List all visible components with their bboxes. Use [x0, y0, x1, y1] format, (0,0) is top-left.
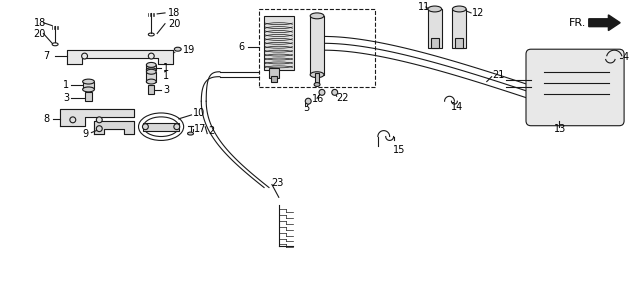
Ellipse shape: [147, 79, 156, 84]
Text: 3: 3: [63, 93, 69, 103]
Circle shape: [82, 53, 88, 59]
Text: 1: 1: [163, 63, 169, 73]
Polygon shape: [67, 50, 173, 64]
Bar: [269, 68, 279, 78]
Text: 6: 6: [239, 42, 244, 52]
Ellipse shape: [147, 63, 156, 67]
Text: 8: 8: [44, 114, 49, 124]
Text: 11: 11: [418, 2, 430, 12]
Circle shape: [70, 117, 76, 123]
Polygon shape: [60, 109, 134, 126]
Circle shape: [319, 90, 325, 95]
Text: 4: 4: [622, 52, 628, 62]
Ellipse shape: [452, 6, 466, 12]
Bar: [83, 82, 94, 90]
Ellipse shape: [428, 6, 442, 12]
Circle shape: [148, 53, 154, 59]
Ellipse shape: [188, 132, 193, 135]
Ellipse shape: [310, 72, 324, 78]
Bar: [310, 16, 324, 75]
Text: 7: 7: [44, 51, 50, 61]
Ellipse shape: [310, 13, 324, 19]
Text: 10: 10: [193, 108, 205, 118]
Text: 1: 1: [163, 71, 169, 81]
Text: 17: 17: [195, 124, 207, 134]
Text: 13: 13: [554, 124, 566, 134]
FancyBboxPatch shape: [526, 49, 624, 126]
Bar: [315, 73, 319, 84]
Bar: [147, 72, 156, 82]
Bar: [428, 9, 442, 48]
Text: 1: 1: [63, 80, 69, 90]
Text: 20: 20: [33, 28, 46, 38]
Bar: [143, 123, 179, 131]
Text: 2: 2: [208, 126, 214, 136]
Bar: [452, 9, 466, 48]
Text: 22: 22: [337, 93, 349, 103]
Text: 21: 21: [493, 70, 505, 80]
Bar: [431, 38, 438, 48]
Text: 14: 14: [451, 102, 464, 112]
Ellipse shape: [83, 87, 94, 92]
Circle shape: [332, 90, 338, 95]
Circle shape: [143, 124, 148, 130]
Bar: [259, 9, 375, 88]
Text: 20: 20: [168, 19, 180, 29]
Bar: [147, 65, 156, 70]
Circle shape: [305, 98, 311, 104]
Bar: [264, 16, 294, 70]
Text: 15: 15: [392, 145, 405, 155]
Text: 19: 19: [182, 45, 195, 55]
Polygon shape: [94, 121, 134, 133]
Text: 16: 16: [312, 94, 324, 104]
Text: FR.: FR.: [569, 18, 586, 28]
Text: 3: 3: [163, 86, 169, 95]
Text: 9: 9: [83, 129, 89, 139]
Bar: [271, 76, 277, 82]
Bar: [148, 84, 154, 94]
Text: 5: 5: [303, 103, 310, 113]
Text: 18: 18: [168, 8, 180, 18]
Bar: [84, 92, 92, 101]
Text: 23: 23: [271, 178, 284, 188]
Ellipse shape: [174, 47, 181, 51]
Text: 18: 18: [33, 18, 46, 28]
Ellipse shape: [83, 79, 94, 84]
Bar: [456, 38, 463, 48]
Ellipse shape: [314, 83, 320, 86]
Circle shape: [97, 126, 102, 132]
Circle shape: [97, 117, 102, 123]
Ellipse shape: [147, 69, 156, 74]
Ellipse shape: [147, 68, 156, 72]
Circle shape: [174, 124, 180, 130]
Polygon shape: [589, 15, 620, 30]
Text: 12: 12: [472, 8, 484, 18]
